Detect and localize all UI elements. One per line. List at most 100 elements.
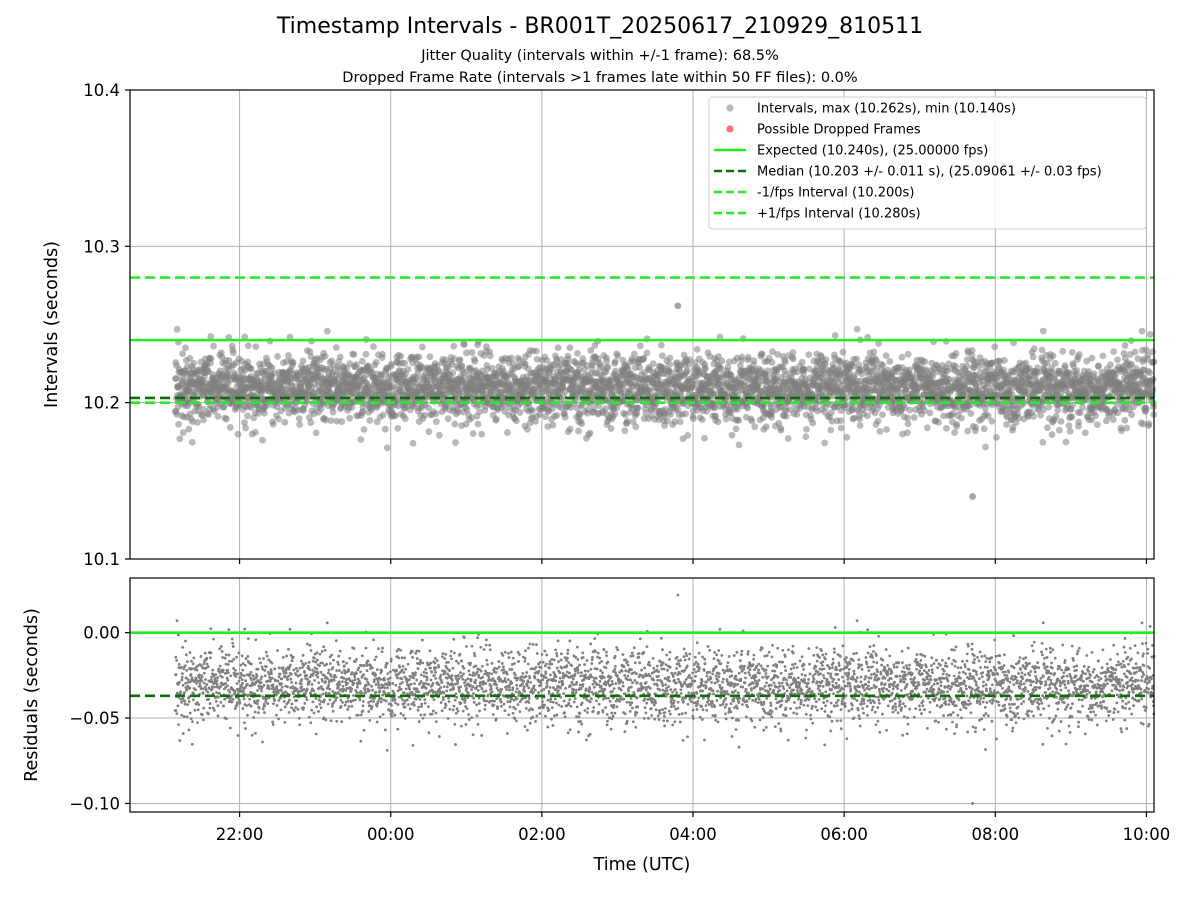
residual-point	[196, 708, 200, 712]
interval-point	[195, 402, 203, 410]
interval-point	[421, 411, 428, 419]
interval-point	[607, 425, 615, 432]
interval-point	[312, 429, 320, 437]
interval-point	[244, 342, 252, 350]
interval-point	[469, 430, 477, 438]
interval-point	[666, 361, 673, 369]
interval-point	[252, 343, 260, 351]
residual-point	[175, 619, 179, 623]
interval-point	[362, 350, 370, 358]
interval-point	[1145, 420, 1153, 428]
interval-point	[173, 325, 181, 333]
residual-point	[205, 683, 209, 686]
interval-point	[724, 364, 732, 371]
interval-point	[732, 425, 740, 433]
residual-point	[191, 698, 195, 702]
interval-point	[789, 349, 797, 356]
residual-point	[218, 664, 222, 668]
residual-point	[233, 689, 237, 693]
residual-point	[243, 627, 247, 631]
interval-point	[478, 430, 486, 438]
interval-point	[241, 419, 248, 427]
interval-point	[353, 361, 360, 368]
residual-point	[230, 700, 234, 704]
interval-point	[1081, 429, 1089, 437]
residual-point	[223, 697, 227, 701]
interval-point	[1149, 348, 1156, 356]
interval-point	[574, 349, 581, 357]
interval-point	[636, 364, 644, 372]
residual-point	[226, 684, 229, 688]
interval-point	[684, 431, 691, 439]
interval-point	[1057, 418, 1065, 425]
residual-point	[243, 663, 247, 667]
residual-point	[204, 678, 208, 681]
interval-point	[432, 410, 440, 418]
interval-point	[1121, 416, 1129, 424]
residual-point	[217, 667, 221, 671]
interval-point	[299, 357, 307, 365]
interval-point	[223, 415, 230, 423]
residual-point	[238, 675, 242, 679]
residual-point	[209, 627, 213, 631]
residual-point	[178, 680, 182, 684]
residual-point	[211, 668, 215, 672]
interval-point	[415, 353, 423, 361]
residual-point	[185, 660, 189, 664]
interval-point	[714, 418, 722, 426]
interval-point	[252, 428, 259, 436]
residual-point	[222, 704, 226, 708]
jitter-quality-subtitle: Jitter Quality (intervals within +/-1 fr…	[421, 48, 779, 64]
interval-point	[225, 357, 233, 364]
residual-point	[203, 651, 207, 655]
residual-point	[189, 673, 193, 676]
residual-point	[216, 704, 220, 708]
interval-point	[991, 343, 999, 351]
residual-point	[235, 682, 239, 685]
legend-label: Possible Dropped Frames	[757, 123, 921, 138]
interval-point	[259, 436, 266, 444]
legend-marker	[726, 125, 734, 133]
interval-point	[185, 425, 193, 433]
interval-point	[876, 427, 884, 435]
chart-title: Timestamp Intervals - BR001T_20250617_21…	[276, 14, 924, 39]
interval-point	[214, 412, 222, 420]
residual-point	[188, 651, 192, 654]
residual-point	[212, 637, 215, 641]
interval-point	[929, 373, 936, 381]
interval-point	[879, 411, 886, 419]
interval-point	[533, 347, 540, 355]
interval-point	[630, 350, 638, 358]
interval-point	[322, 416, 330, 424]
interval-point	[296, 421, 304, 428]
residual-point	[192, 691, 195, 695]
interval-point	[634, 404, 642, 412]
interval-point	[803, 425, 810, 433]
residual-point	[175, 712, 179, 716]
residual-point	[187, 700, 191, 704]
residual-point	[190, 667, 194, 671]
interval-point	[1146, 369, 1154, 377]
interval-point	[372, 358, 380, 366]
interval-point	[827, 426, 835, 434]
interval-point	[207, 333, 215, 340]
residual-point	[241, 668, 245, 672]
interval-point	[676, 418, 684, 426]
interval-point	[750, 357, 758, 365]
residual-point	[188, 711, 192, 715]
interval-point	[1068, 348, 1076, 356]
interval-point	[1075, 418, 1083, 426]
interval-point	[603, 357, 611, 365]
residual-point	[208, 702, 212, 705]
residual-point	[185, 668, 189, 672]
interval-point	[768, 358, 776, 366]
residual-point	[192, 656, 196, 660]
residual-point	[180, 700, 183, 704]
interval-point	[336, 353, 344, 361]
interval-point	[762, 423, 770, 431]
residual-point	[241, 689, 245, 693]
residual-point	[208, 706, 212, 710]
interval-point	[346, 414, 354, 422]
interval-point	[964, 427, 972, 435]
